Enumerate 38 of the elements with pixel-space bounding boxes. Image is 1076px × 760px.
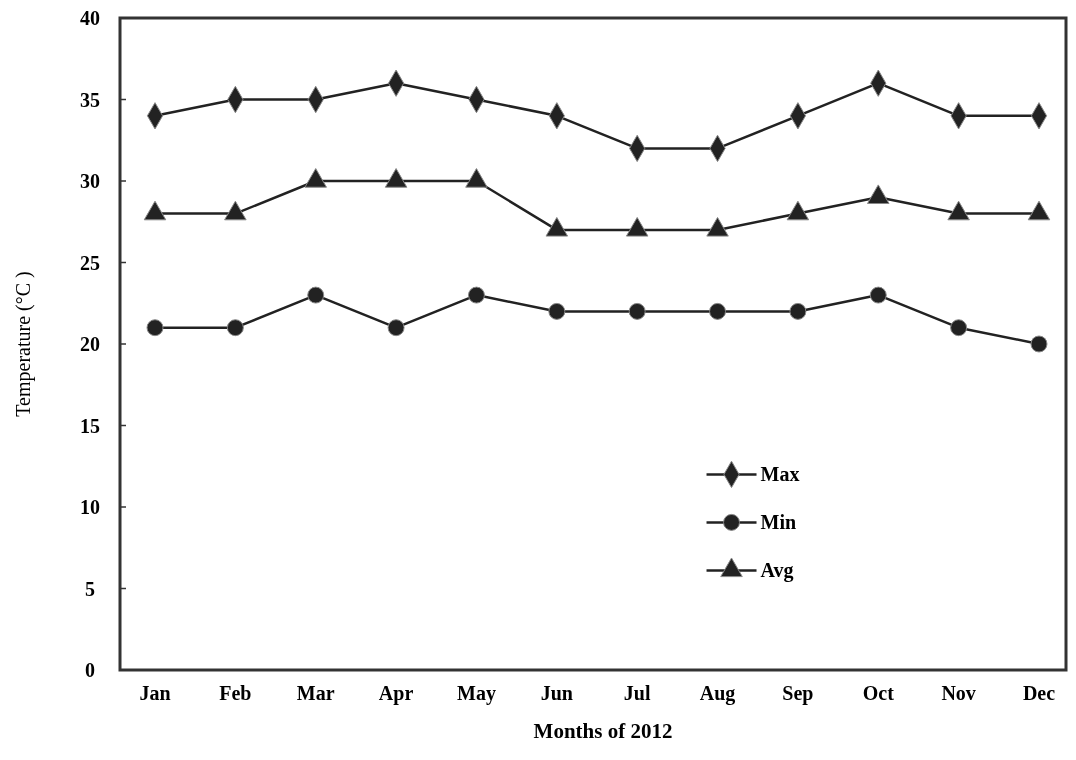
- y-tick-label: 20: [80, 333, 100, 355]
- legend-label: Max: [760, 463, 800, 486]
- y-tick-label: 0: [85, 659, 95, 681]
- x-tick-label: May: [457, 682, 496, 705]
- point: [1030, 335, 1048, 353]
- y-axis-title: Temperature (°C ): [12, 271, 35, 417]
- x-tick-label: Jun: [540, 682, 573, 704]
- x-tick-label: Feb: [219, 682, 252, 704]
- point: [467, 286, 485, 304]
- point: [548, 302, 566, 320]
- x-tick-label: Mar: [296, 682, 335, 704]
- x-tick-label: Jul: [623, 682, 651, 704]
- x-tick-label: Dec: [1022, 682, 1056, 704]
- y-tick-label: 10: [80, 496, 100, 518]
- point: [789, 302, 807, 320]
- point: [307, 286, 325, 304]
- y-tick-label: 35: [80, 88, 100, 111]
- legend-label: Avg: [760, 559, 794, 583]
- x-tick-label: Jan: [139, 682, 171, 704]
- point: [226, 319, 244, 337]
- x-tick-label: Apr: [378, 682, 414, 705]
- x-tick-label: Nov: [941, 682, 976, 704]
- point: [628, 302, 646, 320]
- x-tick-label: Sep: [782, 682, 814, 705]
- y-tick-label: 40: [80, 7, 100, 29]
- x-tick-label: Oct: [862, 682, 895, 704]
- y-tick-label: 25: [80, 251, 100, 274]
- x-axis-title: Months of 2012: [533, 719, 673, 743]
- legend-label: Min: [760, 511, 797, 534]
- point: [709, 302, 727, 320]
- point: [146, 319, 164, 337]
- y-tick-label: 5: [85, 577, 95, 600]
- point: [869, 286, 887, 304]
- point: [387, 319, 405, 337]
- y-tick-label: 30: [80, 170, 100, 192]
- y-tick-label: 15: [80, 414, 100, 437]
- x-tick-label: Aug: [699, 682, 736, 705]
- point: [950, 319, 968, 337]
